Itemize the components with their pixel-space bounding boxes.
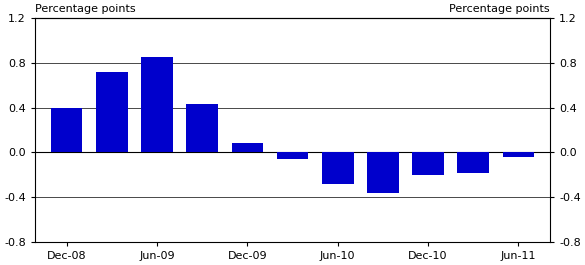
Bar xyxy=(503,152,534,157)
Bar xyxy=(141,57,173,152)
Bar xyxy=(322,152,353,184)
Bar xyxy=(186,104,218,152)
Bar xyxy=(412,152,444,175)
Bar xyxy=(367,152,399,193)
Bar xyxy=(232,143,263,152)
Text: Percentage points: Percentage points xyxy=(35,4,136,14)
Bar xyxy=(457,152,489,173)
Bar xyxy=(277,152,308,159)
Text: Percentage points: Percentage points xyxy=(449,4,550,14)
Bar xyxy=(96,72,128,152)
Bar xyxy=(51,108,82,152)
